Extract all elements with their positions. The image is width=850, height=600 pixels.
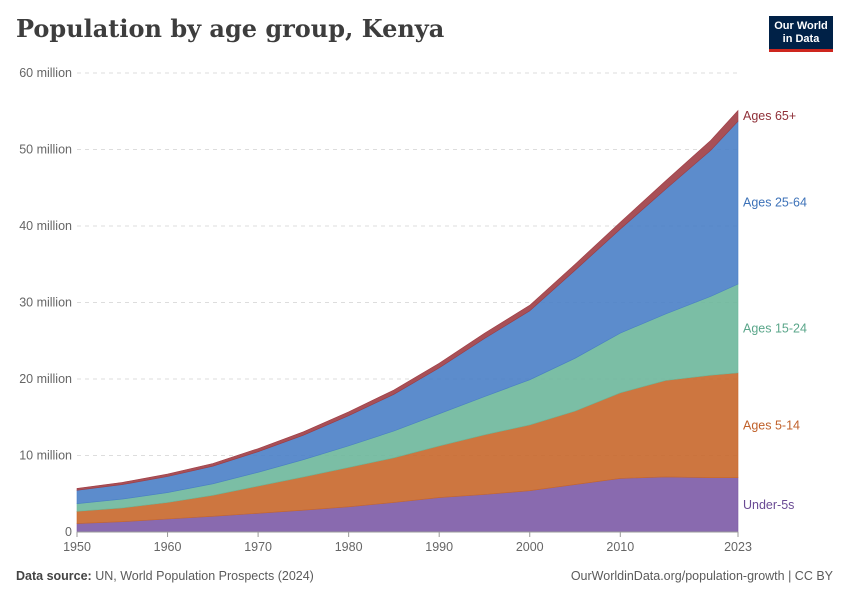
- area-ages-65-[interactable]: [76, 109, 739, 491]
- y-tick-label: 30 million: [19, 296, 72, 310]
- series-label: Under-5s: [743, 498, 794, 512]
- y-tick-label: 10 million: [19, 449, 72, 463]
- series-label: Ages 25-64: [743, 196, 807, 210]
- logo-line-2: in Data: [782, 33, 820, 45]
- y-tick-label: 0: [65, 525, 72, 539]
- source-label: Data source:: [16, 569, 92, 583]
- series-label: Ages 15-24: [743, 322, 807, 336]
- x-tick-label: 2000: [516, 540, 544, 554]
- y-tick-label: 40 million: [19, 219, 72, 233]
- x-tick-label: 1990: [425, 540, 453, 554]
- series-label: Ages 65+: [743, 109, 796, 123]
- owid-logo[interactable]: Our World in Data: [769, 16, 833, 52]
- x-tick-label: 2010: [606, 540, 634, 554]
- series-label: Ages 5-14: [743, 418, 800, 432]
- y-tick-label: 60 million: [19, 66, 72, 80]
- x-tick-label: 1970: [244, 540, 272, 554]
- area-series: [76, 109, 739, 533]
- chart-title: Population by age group, Kenya: [16, 14, 445, 43]
- x-tick-label: 1950: [63, 540, 91, 554]
- y-axis-tick-labels: 0 10 million 20 million 30 million 40 millio…: [19, 66, 72, 539]
- x-tick-label: 1960: [154, 540, 182, 554]
- y-tick-label: 20 million: [19, 372, 72, 386]
- data-source-note: Data source: UN, World Population Prospe…: [16, 569, 314, 583]
- logo-line-1: Our World: [774, 20, 828, 32]
- x-tick-label: 1980: [335, 540, 363, 554]
- x-tick-label: 2023: [724, 540, 752, 554]
- y-tick-label: 50 million: [19, 143, 72, 157]
- x-axis: 1950 1960 1970 1980 1990 2000 2010 2023: [63, 531, 752, 554]
- source-link[interactable]: OurWorldinData.org/population-growth | C…: [570, 569, 833, 583]
- source-text: UN, World Population Prospects (2024): [95, 569, 314, 583]
- series-labels: Under-5s Ages 5-14 Ages 15-24 Ages 25-64 Age…: [743, 109, 807, 512]
